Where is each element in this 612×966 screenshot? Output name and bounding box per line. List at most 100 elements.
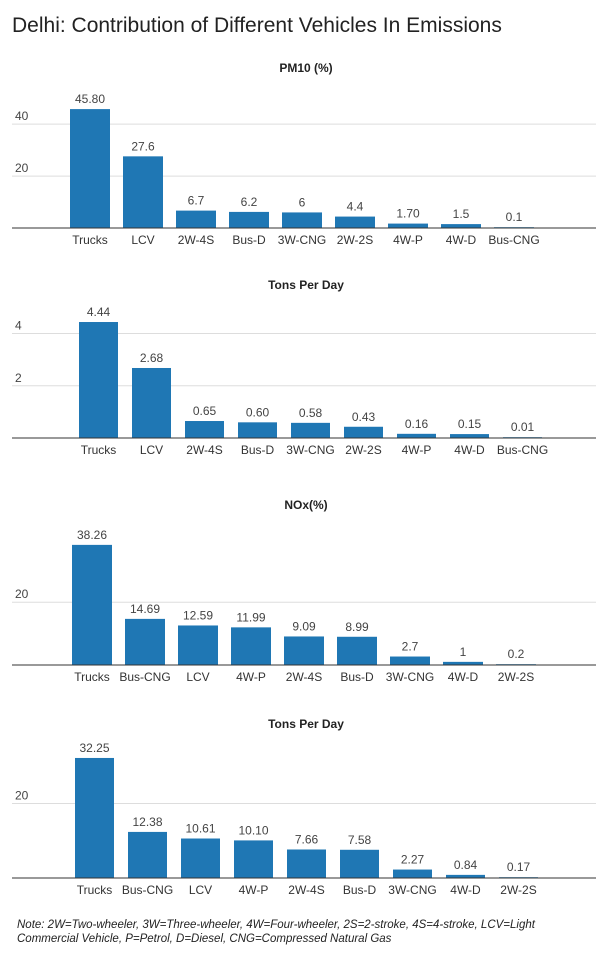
bar-bus-cng	[125, 618, 165, 665]
bar-4w-p	[234, 840, 273, 878]
bar-lcv	[181, 838, 220, 878]
bar-bus-d	[337, 636, 377, 665]
y-tick-label: 20	[15, 161, 29, 175]
bar-4w-d	[443, 661, 483, 665]
bar-4w-p	[231, 627, 271, 665]
data-label: 7.66	[295, 832, 319, 846]
x-tick-label: LCV	[131, 233, 154, 247]
chart-title: Tons Per Day	[268, 278, 344, 292]
data-label: 9.09	[292, 619, 316, 633]
x-tick-label: Trucks	[72, 233, 108, 247]
data-label: 1.5	[453, 207, 470, 221]
bar-lcv	[123, 156, 163, 228]
chart-nox-tons-per-day: Tons Per Day 20 32.25 Trucks 12.38 Bus-CNG 10.…	[0, 712, 612, 912]
x-tick-label: 4W-D	[446, 233, 477, 247]
chart-pm10-tons-per-day: Tons Per Day 2 4 4.44 Trucks 2.68 LCV 0.65 2W-4S…	[0, 272, 612, 472]
data-label: 14.69	[130, 602, 160, 616]
data-label: 6.7	[188, 194, 205, 208]
x-tick-label: 4W-P	[393, 233, 423, 247]
x-tick-label: Trucks	[77, 883, 113, 897]
bar-bus-d	[238, 422, 277, 438]
chart-svg: Tons Per Day 2 4 4.44 Trucks 2.68 LCV 0.65 2W-4S…	[12, 278, 596, 457]
data-label: 0.15	[458, 417, 482, 431]
bar-2w-2s	[335, 216, 375, 228]
bar-4w-d	[450, 434, 489, 438]
data-label: 2.27	[401, 853, 425, 867]
bar-trucks	[75, 757, 114, 878]
data-label: 0.17	[507, 860, 531, 874]
data-label: 10.61	[185, 822, 215, 836]
chart-nox-percent: NOx(%) 20 38.26 Trucks 14.69 Bus-CNG 12.59 LCV 1…	[0, 492, 612, 692]
bar-4w-p	[397, 433, 436, 438]
data-label: 12.59	[183, 608, 213, 622]
x-tick-label: 4W-D	[450, 883, 481, 897]
data-label: 10.10	[238, 823, 268, 837]
data-label: 11.99	[236, 610, 265, 624]
data-label: 1	[460, 645, 467, 659]
x-tick-label: Bus-D	[232, 233, 266, 247]
data-label: 0.2	[508, 647, 525, 661]
x-tick-label: Bus-CNG	[497, 443, 548, 457]
bar-bus-d	[340, 849, 379, 878]
bar-lcv	[132, 367, 171, 438]
data-label: 0.16	[405, 417, 429, 431]
bar-2w-4s	[287, 849, 326, 878]
x-tick-label: 2W-2S	[337, 233, 373, 247]
data-label: 0.84	[454, 858, 478, 872]
data-label: 4.4	[347, 200, 364, 214]
page-title: Delhi: Contribution of Different Vehicle…	[12, 14, 502, 37]
data-label: 6.2	[241, 195, 258, 209]
x-tick-label: Bus-D	[343, 883, 377, 897]
x-tick-label: Bus-D	[340, 670, 374, 684]
bar-2w-4s	[185, 421, 224, 438]
bar-4w-d	[446, 874, 485, 878]
bar-3w-cng	[390, 656, 430, 665]
bar-bus-d	[229, 211, 269, 228]
data-label: 0.58	[299, 406, 323, 420]
data-label: 27.6	[131, 139, 155, 153]
y-tick-label: 4	[15, 319, 22, 333]
chart-pm10-percent: PM10 (%) 20 40 45.80 Trucks 27.6 LCV 6.7 2W-4S 6.…	[0, 55, 612, 255]
bar-4w-d	[441, 224, 481, 228]
x-tick-label: LCV	[186, 670, 209, 684]
data-label: 0.60	[246, 405, 270, 419]
bar-3w-cng	[393, 869, 432, 878]
y-tick-label: 2	[15, 371, 22, 385]
footnote: Note: 2W=Two-wheeler, 3W=Three-wheeler, …	[17, 919, 535, 945]
x-tick-label: 3W-CNG	[286, 443, 334, 457]
bar-2w-2s	[344, 426, 383, 438]
data-label: 2.68	[140, 351, 164, 365]
x-tick-label: 2W-4S	[286, 670, 322, 684]
bar-bus-cng	[128, 831, 167, 878]
x-tick-label: 3W-CNG	[386, 670, 434, 684]
y-tick-label: 40	[15, 109, 29, 123]
data-label: 8.99	[345, 620, 369, 634]
chart-svg: NOx(%) 20 38.26 Trucks 14.69 Bus-CNG 12.59 LCV 1…	[12, 498, 596, 684]
x-tick-label: 2W-2S	[345, 443, 381, 457]
x-tick-label: 2W-4S	[288, 883, 324, 897]
data-label: 0.65	[193, 404, 217, 418]
x-tick-label: 3W-CNG	[278, 233, 326, 247]
data-label: 7.58	[348, 833, 372, 847]
x-tick-label: Bus-D	[241, 443, 275, 457]
chart-title: Tons Per Day	[268, 717, 344, 731]
x-tick-label: 2W-4S	[178, 233, 214, 247]
x-tick-label: Trucks	[74, 670, 110, 684]
bar-4w-p	[388, 223, 428, 228]
chart-title: PM10 (%)	[279, 61, 332, 75]
y-tick-label: 20	[15, 789, 29, 803]
data-label: 32.25	[79, 741, 109, 755]
x-tick-label: 4W-P	[402, 443, 432, 457]
data-label: 0.01	[511, 420, 535, 434]
bar-3w-cng	[282, 212, 322, 228]
bar-2w-4s	[176, 210, 216, 228]
x-tick-label: Bus-CNG	[119, 670, 170, 684]
x-tick-label: 2W-2S	[500, 883, 536, 897]
data-label: 1.70	[396, 207, 420, 221]
data-label: 2.7	[402, 640, 419, 654]
data-label: 45.80	[75, 92, 105, 106]
x-tick-label: 2W-4S	[186, 443, 222, 457]
x-tick-label: 3W-CNG	[388, 883, 436, 897]
y-tick-label: 20	[15, 587, 29, 601]
x-tick-label: 2W-2S	[498, 670, 534, 684]
